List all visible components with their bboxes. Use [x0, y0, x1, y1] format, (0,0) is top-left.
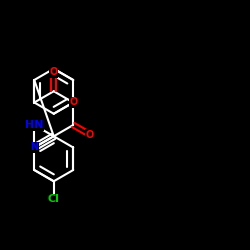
Text: N: N — [30, 142, 38, 152]
Text: O: O — [86, 130, 94, 140]
Text: O: O — [69, 98, 77, 108]
Text: Cl: Cl — [48, 194, 60, 204]
Text: HN: HN — [25, 120, 44, 130]
Text: O: O — [50, 67, 58, 77]
